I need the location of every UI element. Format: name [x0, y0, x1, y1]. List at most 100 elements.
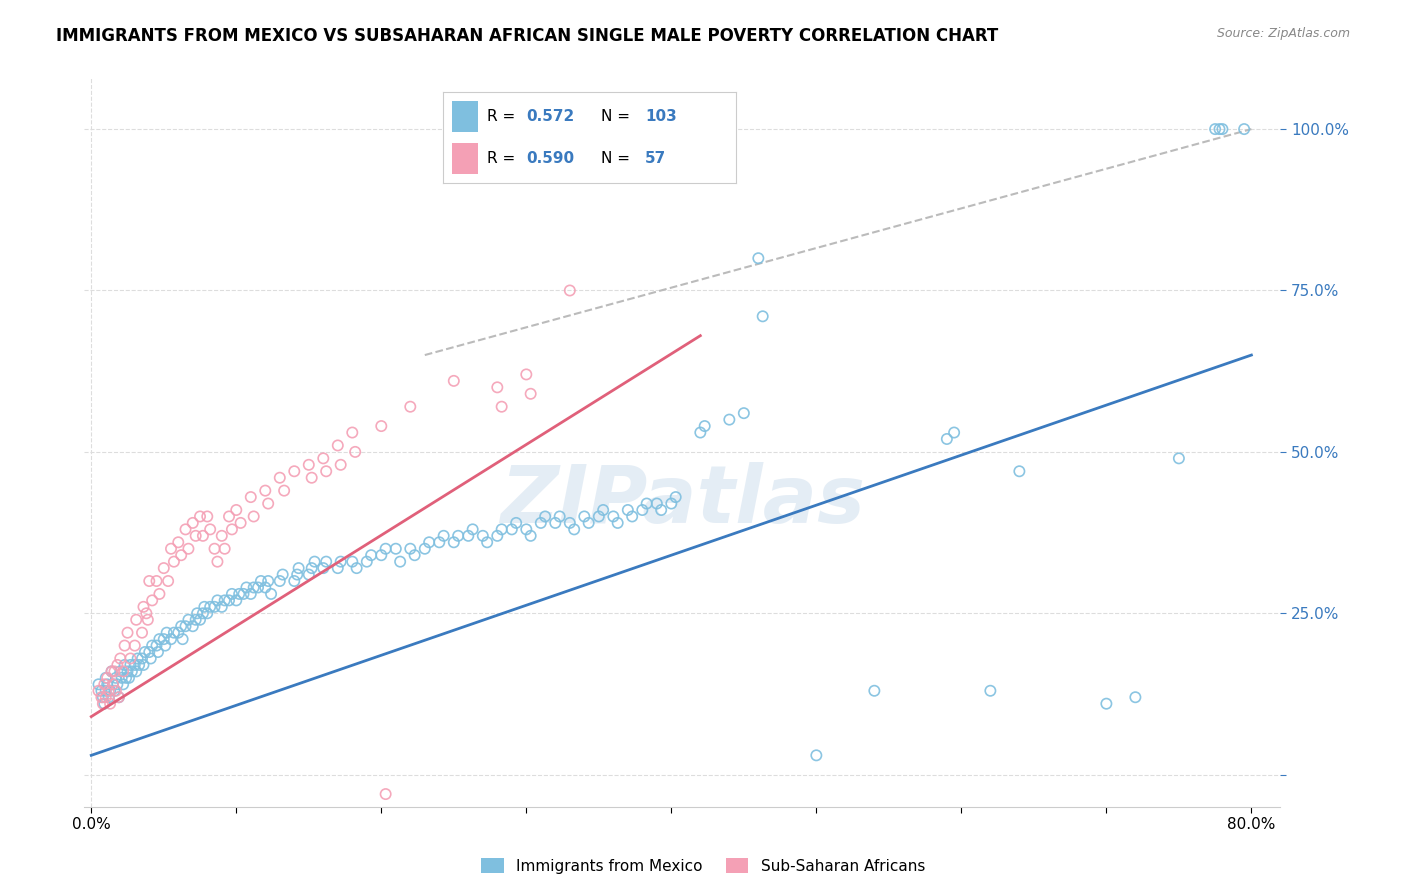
- Point: [94, 683, 117, 698]
- Point: [110, 665, 132, 679]
- Point: [602, 509, 624, 524]
- Point: [160, 632, 183, 647]
- Point: [287, 561, 309, 575]
- Point: [269, 471, 291, 485]
- Point: [87, 683, 110, 698]
- Point: [1008, 464, 1031, 478]
- Point: [163, 625, 186, 640]
- Point: [443, 374, 465, 388]
- Point: [588, 509, 610, 524]
- Point: [110, 651, 132, 665]
- Point: [935, 432, 957, 446]
- Point: [806, 748, 828, 763]
- Point: [1211, 122, 1233, 136]
- Point: [93, 697, 115, 711]
- Point: [534, 509, 557, 524]
- Point: [943, 425, 966, 440]
- Point: [301, 471, 323, 485]
- Point: [433, 529, 456, 543]
- Point: [112, 665, 135, 679]
- Point: [404, 548, 426, 562]
- Point: [221, 587, 243, 601]
- Point: [457, 529, 479, 543]
- Point: [157, 574, 180, 588]
- Point: [104, 671, 127, 685]
- Point: [155, 639, 177, 653]
- Point: [96, 671, 118, 685]
- Point: [250, 574, 273, 588]
- Point: [184, 529, 207, 543]
- Point: [242, 581, 264, 595]
- Point: [1125, 690, 1147, 705]
- Point: [177, 541, 200, 556]
- Point: [198, 599, 221, 614]
- Point: [139, 651, 162, 665]
- Point: [530, 516, 553, 530]
- Text: Source: ZipAtlas.com: Source: ZipAtlas.com: [1216, 27, 1350, 40]
- Point: [298, 458, 321, 472]
- Point: [491, 522, 513, 536]
- Point: [548, 509, 571, 524]
- Point: [170, 548, 193, 562]
- Point: [519, 386, 541, 401]
- Point: [228, 587, 250, 601]
- Point: [101, 677, 124, 691]
- Point: [132, 657, 155, 672]
- Point: [141, 593, 163, 607]
- Point: [1204, 122, 1226, 136]
- Point: [121, 665, 143, 679]
- Point: [578, 516, 600, 530]
- Point: [163, 555, 186, 569]
- Point: [718, 412, 741, 426]
- Point: [544, 516, 567, 530]
- Point: [751, 310, 773, 324]
- Point: [645, 497, 668, 511]
- Point: [204, 599, 226, 614]
- Point: [195, 509, 218, 524]
- Point: [346, 561, 368, 575]
- Point: [298, 567, 321, 582]
- Point: [97, 683, 120, 698]
- Point: [269, 574, 291, 588]
- Point: [167, 625, 190, 640]
- Point: [443, 535, 465, 549]
- Point: [447, 529, 470, 543]
- Point: [863, 683, 886, 698]
- Point: [606, 516, 628, 530]
- Point: [167, 535, 190, 549]
- Point: [475, 535, 498, 549]
- Point: [218, 593, 240, 607]
- Point: [90, 683, 112, 698]
- Point: [211, 599, 233, 614]
- Point: [221, 522, 243, 536]
- Point: [342, 425, 364, 440]
- Point: [370, 419, 392, 434]
- Point: [558, 284, 581, 298]
- Point: [427, 535, 450, 549]
- Point: [195, 607, 218, 621]
- Point: [103, 683, 125, 698]
- Point: [115, 671, 138, 685]
- Point: [134, 645, 156, 659]
- Point: [97, 690, 120, 705]
- Point: [114, 657, 136, 672]
- Point: [193, 599, 215, 614]
- Point: [207, 555, 229, 569]
- Point: [105, 677, 128, 691]
- Point: [344, 445, 367, 459]
- Point: [650, 503, 672, 517]
- Point: [103, 665, 125, 679]
- Point: [101, 677, 124, 691]
- Point: [747, 251, 769, 265]
- Point: [138, 574, 160, 588]
- Point: [271, 567, 294, 582]
- Point: [505, 516, 527, 530]
- Point: [370, 548, 392, 562]
- Point: [326, 438, 349, 452]
- Point: [91, 697, 114, 711]
- Point: [108, 690, 131, 705]
- Point: [112, 677, 135, 691]
- Point: [979, 683, 1001, 698]
- Point: [515, 368, 537, 382]
- Point: [152, 561, 174, 575]
